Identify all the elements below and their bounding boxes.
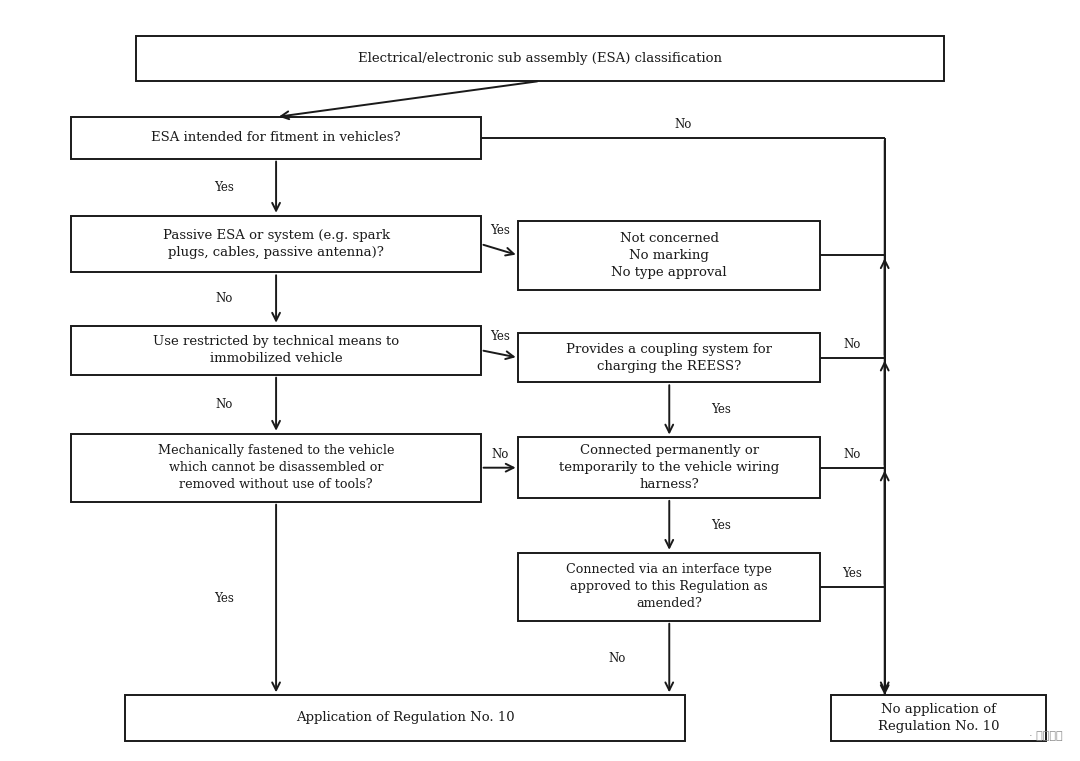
Bar (125, 695, 686, 740)
Text: Application of Regulation No. 10: Application of Regulation No. 10 (296, 712, 515, 724)
Text: No: No (609, 651, 626, 664)
Text: Yes: Yes (215, 592, 234, 605)
Text: Yes: Yes (711, 519, 731, 532)
Bar (71, 434, 481, 501)
Text: Not concerned
No marking
No type approval: Not concerned No marking No type approva… (611, 232, 727, 279)
Text: Yes: Yes (711, 403, 731, 416)
Bar (71, 326, 481, 375)
Text: · 智驾小强: · 智驾小强 (1029, 731, 1063, 740)
Text: No: No (843, 447, 861, 460)
Text: No: No (216, 292, 233, 305)
Bar (136, 36, 944, 81)
Text: No: No (843, 338, 861, 351)
Text: Electrical/electronic sub assembly (ESA) classification: Electrical/electronic sub assembly (ESA)… (357, 52, 723, 65)
Text: Use restricted by technical means to
immobilized vehicle: Use restricted by technical means to imm… (153, 335, 400, 365)
Bar (518, 552, 820, 621)
Text: No: No (216, 398, 233, 411)
Text: ESA intended for fitment in vehicles?: ESA intended for fitment in vehicles? (151, 132, 401, 145)
Text: Yes: Yes (215, 180, 234, 193)
Text: Connected permanently or
temporarily to the vehicle wiring
harness?: Connected permanently or temporarily to … (559, 444, 780, 491)
Text: Mechanically fastened to the vehicle
which cannot be disassembled or
removed wit: Mechanically fastened to the vehicle whi… (158, 444, 394, 491)
Bar (518, 333, 820, 382)
Text: Yes: Yes (489, 224, 510, 237)
Text: Provides a coupling system for
charging the REESS?: Provides a coupling system for charging … (566, 342, 772, 373)
Bar (518, 221, 820, 289)
Text: Yes: Yes (489, 330, 510, 343)
Text: Passive ESA or system (e.g. spark
plugs, cables, passive antenna)?: Passive ESA or system (e.g. spark plugs,… (162, 229, 390, 259)
Bar (71, 215, 481, 272)
Text: No: No (674, 118, 691, 131)
Bar (518, 438, 820, 498)
Bar (71, 117, 481, 159)
Text: Connected via an interface type
approved to this Regulation as
amended?: Connected via an interface type approved… (566, 563, 772, 610)
Text: No: No (491, 447, 509, 460)
Bar (831, 695, 1047, 740)
Text: No application of
Regulation No. 10: No application of Regulation No. 10 (878, 703, 999, 733)
Text: Yes: Yes (842, 567, 862, 580)
